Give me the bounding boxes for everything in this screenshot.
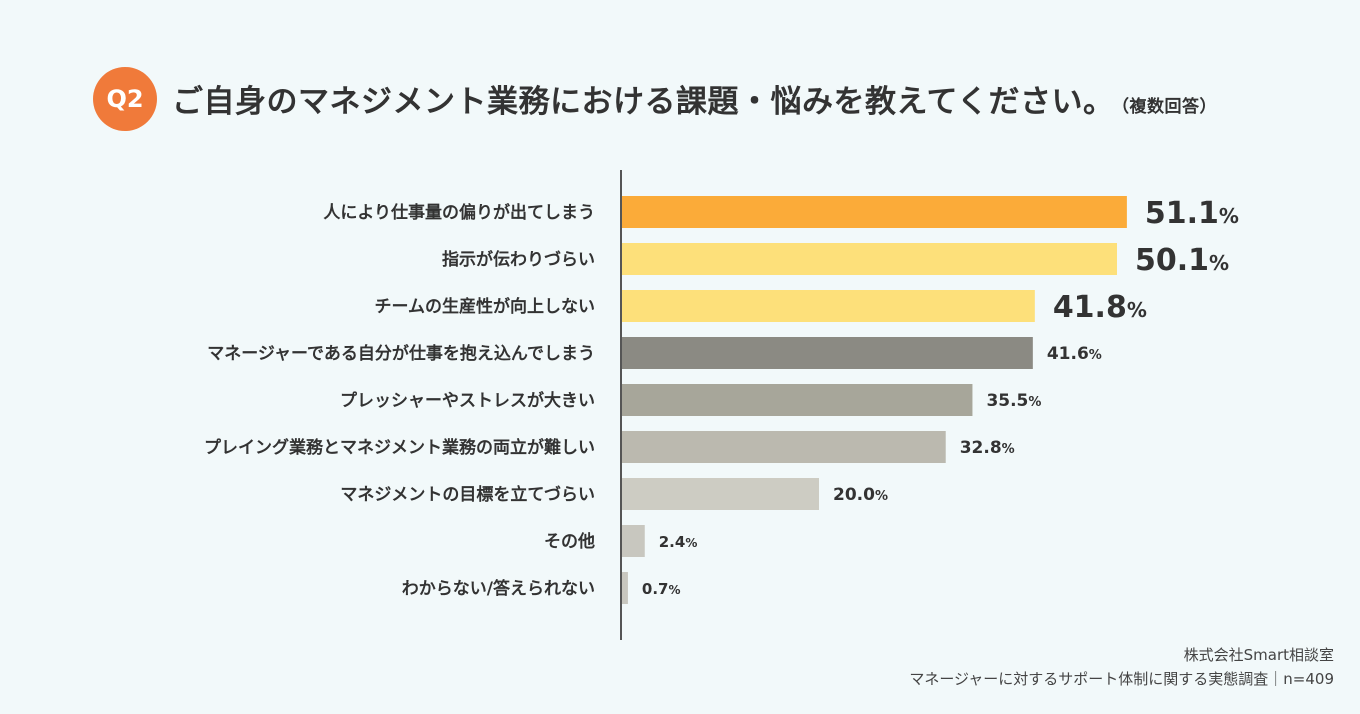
bar <box>621 572 628 604</box>
chart-title-text: ご自身のマネジメント業務における課題・悩みを教えてください。 <box>172 84 1115 120</box>
value-label: 50.1% <box>1135 243 1229 278</box>
value-number: 50.1 <box>1135 243 1209 278</box>
chart-title: ご自身のマネジメント業務における課題・悩みを教えてください。 （複数回答） <box>172 76 1217 121</box>
value-unit: % <box>1219 204 1239 228</box>
bar <box>621 196 1127 228</box>
source-company: 株式会社Smart相談室 <box>1183 646 1334 664</box>
value-unit: % <box>1002 442 1015 457</box>
category-label: 人により仕事量の偏りが出てしまう <box>323 202 595 223</box>
value-label: 41.8% <box>1053 290 1147 325</box>
bar <box>621 478 819 510</box>
category-label: マネージャーである自分が仕事を抱え込んでしまう <box>207 343 595 364</box>
value-unit: % <box>1028 395 1041 410</box>
value-label: 2.4% <box>659 533 698 551</box>
category-label: わからない/答えられない <box>402 578 595 599</box>
value-unit: % <box>875 489 888 504</box>
value-label: 0.7% <box>642 580 681 598</box>
value-unit: % <box>1089 348 1102 363</box>
value-label: 51.1% <box>1145 196 1239 231</box>
category-label: プレッシャーやストレスが大きい <box>340 390 595 411</box>
value-unit: % <box>685 536 697 550</box>
value-label: 32.8% <box>960 438 1015 458</box>
category-label: 指示が伝わりづらい <box>442 249 595 270</box>
value-label: 41.6% <box>1047 344 1102 364</box>
value-number: 41.6 <box>1047 344 1089 364</box>
value-number: 51.1 <box>1145 196 1219 231</box>
value-number: 0.7 <box>642 580 669 598</box>
value-number: 41.8 <box>1053 290 1127 325</box>
bar <box>621 243 1117 275</box>
category-label: その他 <box>544 531 595 552</box>
bar <box>621 525 645 557</box>
bar <box>621 384 973 416</box>
chart-title-note: （複数回答） <box>1120 97 1218 117</box>
value-unit: % <box>1209 251 1229 275</box>
source-survey: マネージャーに対するサポート体制に関する実態調査｜n=409 <box>909 670 1334 688</box>
source-footer: 株式会社Smart相談室 マネージャーに対するサポート体制に関する実態調査｜n=… <box>909 643 1334 691</box>
value-label: 35.5% <box>986 391 1041 411</box>
value-number: 32.8 <box>960 438 1002 458</box>
category-label: チームの生産性が向上しない <box>375 296 596 317</box>
value-unit: % <box>669 583 681 597</box>
value-number: 35.5 <box>986 391 1028 411</box>
value-unit: % <box>1127 298 1147 322</box>
bar <box>621 431 946 463</box>
value-number: 2.4 <box>659 533 686 551</box>
question-badge: Q2 <box>93 67 157 131</box>
value-number: 20.0 <box>833 485 875 505</box>
bar <box>621 290 1035 322</box>
value-label: 20.0% <box>833 485 888 505</box>
bar <box>621 337 1033 369</box>
category-label: プレイング業務とマネジメント業務の両立が難しい <box>204 437 595 458</box>
category-label: マネジメントの目標を立てづらい <box>340 484 595 505</box>
